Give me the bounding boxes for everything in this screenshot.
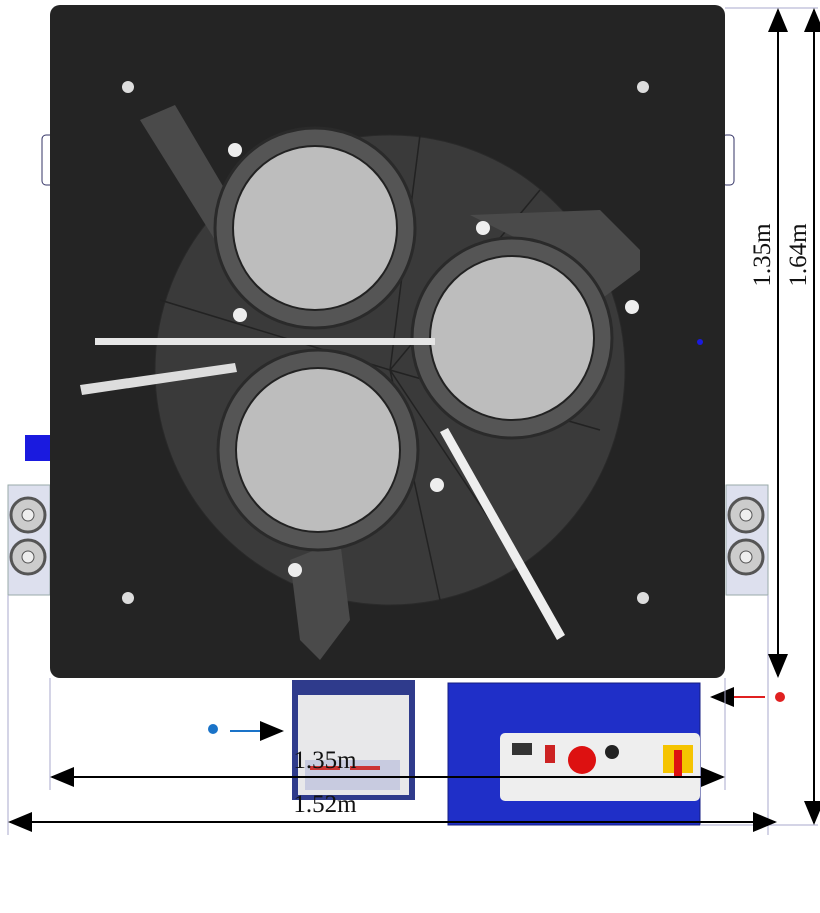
total-width-label: 1.52m xyxy=(293,791,357,818)
total-height-label: 1.64m xyxy=(785,223,812,287)
right-rollers xyxy=(725,484,769,596)
bowls xyxy=(213,126,614,552)
bolts xyxy=(122,81,649,604)
knobs xyxy=(228,143,639,577)
controller xyxy=(292,680,415,800)
plate-width-label: 1.35m xyxy=(293,747,357,774)
dimension-lines xyxy=(8,7,820,832)
left-rollers xyxy=(7,435,51,596)
plate-height-label: 1.35m xyxy=(749,223,776,287)
rods xyxy=(80,338,565,640)
control-box xyxy=(447,682,701,826)
